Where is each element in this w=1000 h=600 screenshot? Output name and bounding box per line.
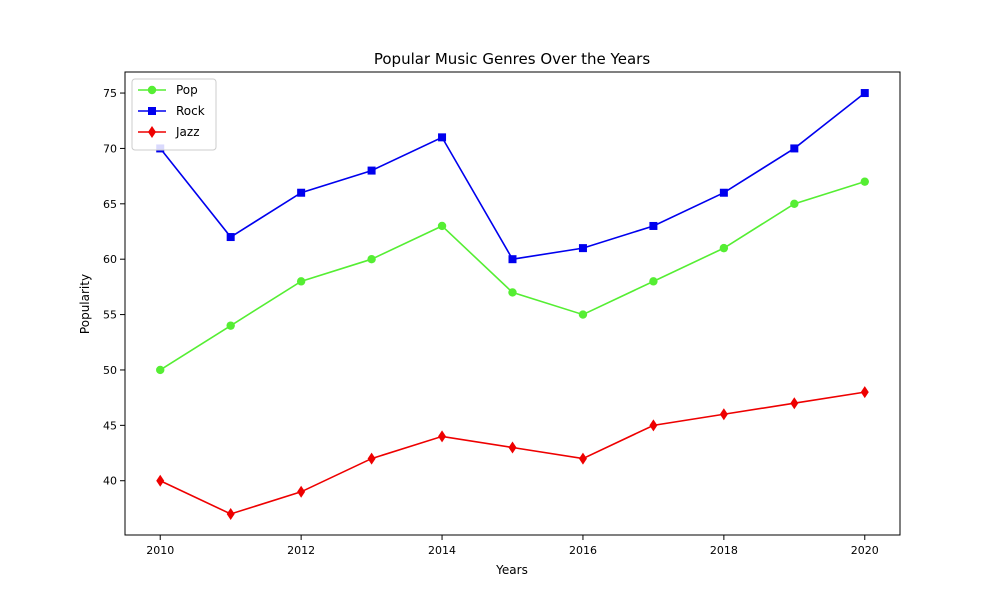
point-pop-2018: [719, 243, 729, 253]
point-rock-2015: [508, 255, 517, 264]
y-axis-label: Popularity: [78, 274, 92, 334]
point-jazz-2018: [719, 408, 728, 421]
point-pop-2011: [226, 321, 235, 330]
point-rock-2017: [649, 221, 658, 230]
point-jazz-2017: [649, 419, 658, 432]
ticks-layer: 2010 2012 2014 2016 2018 2020 40 45 50 55 60 65 70 75: [103, 87, 879, 557]
series-line-rock: [159, 92, 866, 261]
point-rock-2016: [578, 244, 587, 253]
point-jazz-2011: [226, 507, 235, 520]
point-jazz-2019: [790, 397, 799, 410]
legend-marker-rock: [148, 107, 156, 115]
point-rock-2014: [438, 133, 447, 142]
point-pop-2015: [508, 288, 517, 297]
y-tick-label-65: 65: [103, 198, 117, 211]
legend-label-rock: Rock: [176, 104, 205, 118]
point-jazz-2015: [508, 441, 517, 454]
x-tick-label-2010: 2010: [146, 544, 174, 557]
point-rock-2011: [226, 233, 235, 242]
x-tick-label-2012: 2012: [287, 544, 315, 557]
legend-label-jazz: Jazz: [175, 125, 200, 139]
legend-marker-pop: [147, 85, 157, 95]
y-tick-label-45: 45: [103, 419, 117, 432]
legend-marker-jazz: [148, 126, 156, 138]
point-pop-2010: [156, 365, 165, 375]
x-tick-label-2020: 2020: [851, 544, 879, 557]
y-tick-label-60: 60: [103, 253, 117, 266]
y-tick-label-70: 70: [103, 142, 117, 155]
y-tick-label-50: 50: [103, 364, 117, 377]
point-pop-2013: [367, 254, 376, 264]
x-axis-label: Years: [495, 563, 528, 577]
point-jazz-2013: [367, 452, 376, 465]
legend: Pop Rock Jazz: [131, 78, 217, 151]
x-tick-label-2016: 2016: [569, 544, 597, 557]
chart-title: Popular Music Genres Over the Years: [374, 50, 650, 68]
point-jazz-2014: [438, 430, 447, 443]
y-tick-label-75: 75: [103, 87, 117, 100]
y-tick-label-55: 55: [103, 309, 117, 322]
point-rock-2020: [860, 89, 869, 98]
point-jazz-2020: [860, 386, 869, 399]
x-tick-label-2014: 2014: [428, 544, 456, 557]
point-pop-2014: [437, 221, 447, 231]
y-tick-label-40: 40: [103, 475, 117, 488]
legend-label-pop: Pop: [176, 83, 198, 97]
point-jazz-2016: [578, 452, 587, 465]
x-tick-label-2018: 2018: [710, 544, 738, 557]
point-rock-2012: [297, 188, 306, 197]
plot-frame: [124, 71, 901, 536]
series-layer: [156, 89, 869, 520]
point-pop-2016: [578, 310, 588, 319]
series-line-pop: [159, 180, 866, 371]
point-pop-2012: [296, 277, 306, 286]
point-jazz-2010: [156, 474, 165, 487]
point-rock-2013: [367, 166, 376, 175]
point-pop-2017: [649, 277, 658, 286]
point-pop-2020: [860, 177, 869, 186]
point-pop-2019: [790, 199, 799, 209]
point-rock-2018: [719, 188, 728, 197]
point-jazz-2012: [297, 485, 306, 498]
point-rock-2019: [790, 144, 799, 153]
